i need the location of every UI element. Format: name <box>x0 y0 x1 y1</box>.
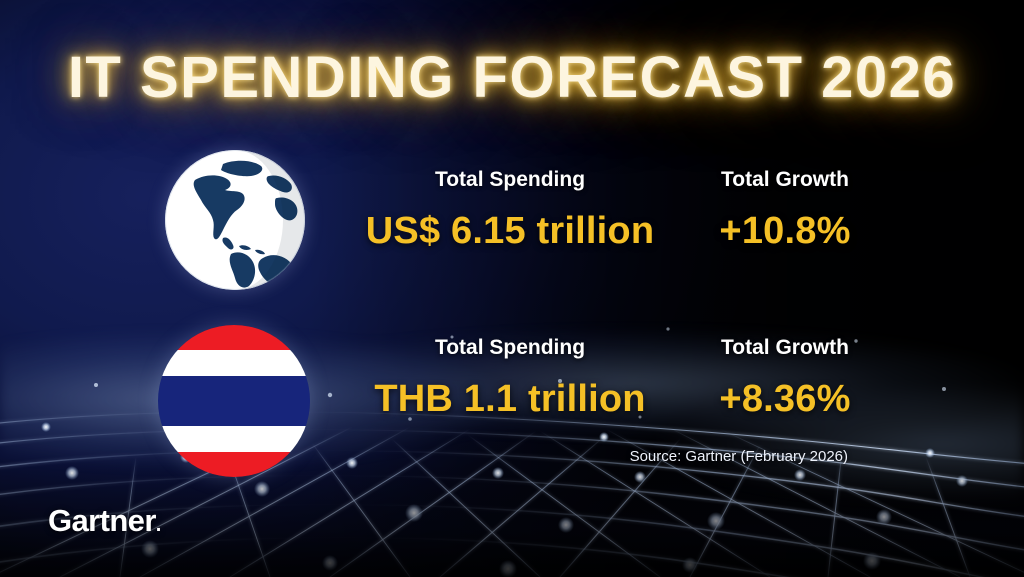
flag-stripe-white-top <box>158 350 310 376</box>
stat-row-global-values: US$ 6.15 trillion +10.8% <box>350 210 890 262</box>
page-title: IT SPENDING FORECAST 2026 <box>67 45 957 110</box>
flag-stripe-blue <box>158 375 310 427</box>
source-attribution: Source: Gartner (February 2026) <box>629 448 848 465</box>
stat-row-global: Total Spending Total Growth US$ 6.15 tri… <box>350 168 890 262</box>
global-growth-value: +10.8% <box>719 210 851 252</box>
stat-row-global-labels: Total Spending Total Growth <box>350 168 890 210</box>
gartner-logo-dot: . <box>155 514 162 536</box>
global-spending-label: Total Spending <box>434 168 586 191</box>
globe-icon-svg <box>165 150 305 290</box>
stat-row-thailand: Total Spending Total Growth THB 1.1 tril… <box>350 336 890 430</box>
gartner-logo: Gartner. <box>48 503 161 539</box>
global-growth-label: Total Growth <box>721 168 849 191</box>
flag-stripe-white-bottom <box>158 426 310 452</box>
thailand-growth-label: Total Growth <box>721 336 849 359</box>
global-spending-value: US$ 6.15 trillion <box>365 210 655 252</box>
thailand-spending-value: THB 1.1 trillion <box>374 378 646 420</box>
stat-row-thailand-labels: Total Spending Total Growth <box>350 336 890 378</box>
thailand-growth-value: +8.36% <box>719 378 851 420</box>
thailand-spending-label: Total Spending <box>434 336 586 359</box>
stat-row-thailand-values: THB 1.1 trillion +8.36% <box>350 378 890 430</box>
globe-icon <box>165 150 305 290</box>
gartner-logo-text: Gartner <box>48 503 156 538</box>
